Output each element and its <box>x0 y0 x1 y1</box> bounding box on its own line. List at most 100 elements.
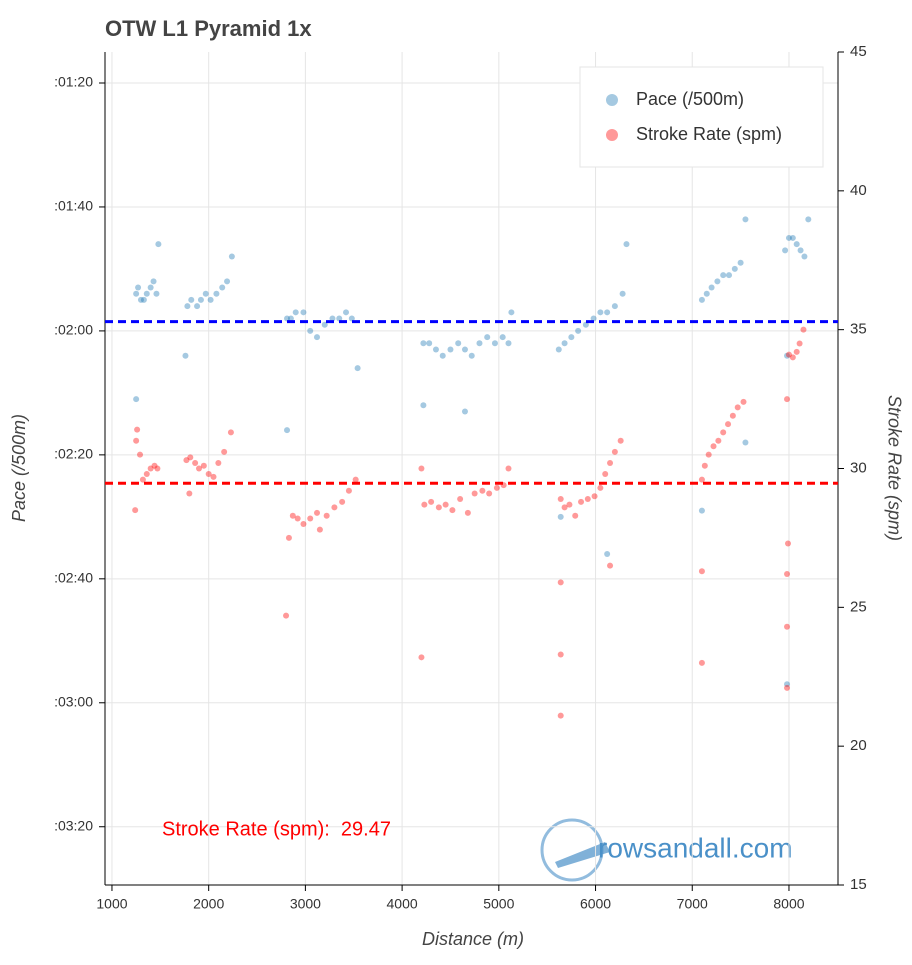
x-tick-label: 1000 <box>96 896 127 912</box>
point <box>505 340 512 347</box>
point <box>561 340 568 347</box>
y2-tick-label: 15 <box>850 876 867 893</box>
point <box>219 284 226 291</box>
point <box>447 346 454 353</box>
point <box>505 465 512 472</box>
point <box>307 327 314 334</box>
point <box>343 309 350 316</box>
point <box>801 253 808 260</box>
point <box>147 465 154 472</box>
point <box>800 326 807 333</box>
x-tick-label: 3000 <box>290 896 321 912</box>
point <box>184 303 191 310</box>
point <box>205 471 212 478</box>
point <box>418 465 425 472</box>
point <box>619 290 626 297</box>
point <box>582 321 589 328</box>
point <box>784 571 791 578</box>
y-tick-label: :02:20 <box>54 446 93 462</box>
point <box>557 712 564 719</box>
point <box>604 309 611 316</box>
point <box>604 551 611 558</box>
point <box>499 334 506 341</box>
point <box>143 290 150 297</box>
point <box>731 265 738 272</box>
point <box>698 296 705 303</box>
point <box>188 296 195 303</box>
point <box>729 412 736 419</box>
point <box>284 427 291 434</box>
point <box>457 496 464 503</box>
point <box>147 284 154 291</box>
point <box>200 462 207 469</box>
point <box>150 278 157 285</box>
point <box>432 346 439 353</box>
point <box>796 340 803 347</box>
point <box>133 290 140 297</box>
point <box>461 346 468 353</box>
point <box>143 471 150 478</box>
point <box>215 459 222 466</box>
point <box>133 437 140 444</box>
point <box>726 272 733 279</box>
point <box>611 448 618 455</box>
point <box>785 234 792 241</box>
point <box>182 352 189 359</box>
point <box>187 454 194 461</box>
point <box>578 498 585 505</box>
point <box>491 340 498 347</box>
point <box>623 241 630 248</box>
point <box>602 471 609 478</box>
y-tick-label: :03:20 <box>54 817 93 833</box>
point <box>782 247 789 254</box>
point <box>590 315 597 322</box>
point <box>742 439 749 446</box>
point <box>493 484 500 491</box>
point <box>339 498 346 505</box>
point <box>449 507 456 514</box>
watermark-logo <box>540 818 610 882</box>
point <box>557 513 564 520</box>
point <box>789 354 796 361</box>
y2-tick-label: 45 <box>850 43 867 60</box>
point <box>701 462 708 469</box>
point <box>566 501 573 508</box>
point <box>715 437 722 444</box>
point <box>154 465 161 472</box>
point <box>426 340 433 347</box>
y-tick-label: :01:20 <box>54 74 93 90</box>
point <box>420 402 427 409</box>
y2-tick-label: 40 <box>850 182 867 199</box>
point <box>155 241 162 248</box>
point <box>289 512 296 519</box>
point <box>575 327 582 334</box>
point <box>714 278 721 285</box>
point <box>134 426 141 433</box>
point <box>428 498 435 505</box>
y2-tick-label: 25 <box>850 598 867 615</box>
point <box>194 303 201 310</box>
point <box>183 457 190 464</box>
point <box>568 334 575 341</box>
point <box>607 562 614 569</box>
point <box>287 315 294 322</box>
point <box>140 296 147 303</box>
point <box>508 309 515 316</box>
point <box>137 296 144 303</box>
point <box>455 340 462 347</box>
watermark: rowsandall.com <box>598 832 793 863</box>
y2-axis-label: Stroke Rate (spm) <box>884 395 904 541</box>
point <box>591 493 598 500</box>
point <box>617 437 624 444</box>
point <box>784 684 791 691</box>
point <box>737 259 744 266</box>
point <box>703 290 710 297</box>
point <box>793 241 800 248</box>
point <box>572 512 579 519</box>
point <box>331 504 338 511</box>
point <box>153 290 160 297</box>
point <box>468 352 475 359</box>
point <box>307 515 314 522</box>
point <box>597 309 604 316</box>
